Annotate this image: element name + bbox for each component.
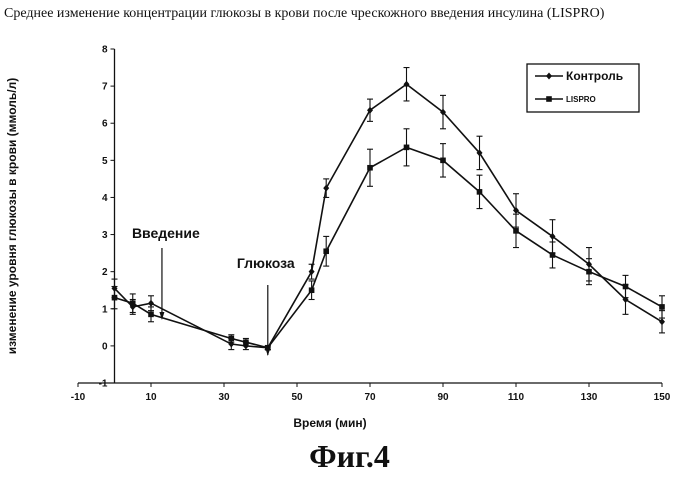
data-point [549, 252, 556, 258]
figure-caption: Фиг.4 [309, 438, 390, 474]
y-tick-label: 0 [102, 341, 108, 352]
data-point [513, 228, 519, 234]
data-point [440, 157, 446, 164]
data-point [549, 232, 556, 240]
arrow-head-glyukoza [265, 348, 271, 356]
y-tick-label: 6 [102, 119, 108, 130]
annotation-glyukoza: Глюкоза [237, 255, 295, 271]
data-point [476, 149, 483, 157]
data-point [228, 335, 235, 342]
data-point [622, 283, 629, 290]
data-point [129, 300, 136, 307]
chart-series [111, 67, 665, 352]
y-tick-label: 3 [102, 230, 108, 241]
y-tick-label: 7 [102, 82, 108, 93]
data-point [659, 304, 665, 310]
x-tick-label: 90 [437, 392, 449, 403]
x-tick-label: 150 [654, 392, 671, 403]
data-point [148, 311, 154, 318]
data-point [659, 318, 665, 326]
chart-annotations: Введение Глюкоза [132, 225, 295, 356]
legend-marker-control [546, 72, 552, 80]
x-tick-label: 50 [291, 392, 303, 403]
data-point [148, 299, 154, 307]
data-point [513, 206, 519, 214]
page-title: Среднее изменение концентрации глюкозы в… [4, 6, 605, 21]
x-tick-label: 10 [145, 392, 157, 403]
data-point [403, 80, 410, 88]
legend-label-lispro: LISPRO [566, 95, 596, 104]
data-point [367, 164, 373, 171]
legend-marker-lispro [546, 96, 552, 102]
data-point [403, 144, 410, 151]
data-point [586, 268, 592, 275]
data-point [111, 294, 118, 301]
y-tick-label: 4 [102, 193, 108, 204]
arrow-head-vvedenie [159, 312, 165, 320]
x-tick-label: 110 [508, 392, 525, 403]
series-lispro [111, 128, 665, 351]
series-line [114, 146, 663, 349]
x-tick-label: 130 [581, 392, 598, 403]
x-axis-title: Время (мин) [293, 416, 366, 430]
chart-legend: Контроль LISPRO [526, 63, 640, 113]
annotation-vvedenie: Введение [132, 225, 200, 241]
data-point [476, 189, 483, 195]
data-point [243, 339, 249, 345]
y-tick-label: 5 [102, 156, 108, 167]
data-point [323, 248, 329, 255]
y-tick-label: 1 [102, 304, 108, 315]
data-point [367, 106, 373, 114]
y-tick-label: -1 [99, 379, 108, 390]
y-tick-label: 2 [102, 267, 108, 278]
x-tick-label: 30 [218, 392, 230, 403]
x-tick-label: 70 [364, 392, 376, 403]
y-axis-title: изменение уровня глюкозы в крови (ммоль/… [5, 78, 19, 354]
data-point [308, 287, 315, 294]
series-line [113, 83, 663, 349]
legend-label-control: Контроль [566, 69, 623, 83]
data-point [308, 268, 315, 276]
y-tick-label: 8 [102, 45, 108, 56]
x-tick-label: -10 [71, 392, 86, 403]
data-point [323, 184, 330, 192]
data-point [440, 108, 446, 116]
legend-box [526, 63, 640, 113]
